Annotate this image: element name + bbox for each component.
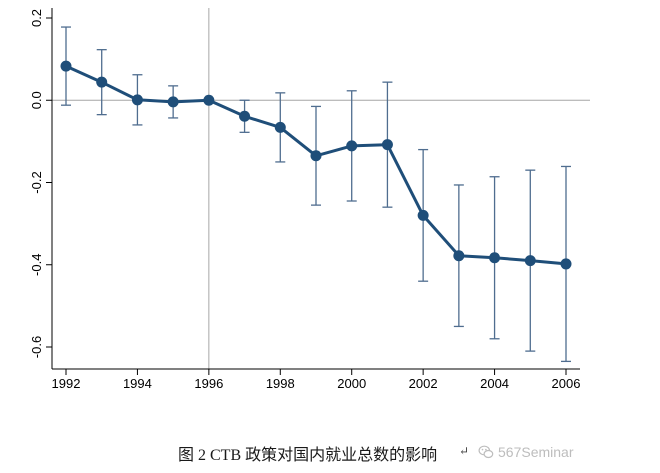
figure-caption: 图 2 CTB 政策对国内就业总数的影响 ↵ 567Seminar — [0, 441, 660, 467]
watermark: 567Seminar — [478, 442, 574, 462]
reference-lines — [52, 8, 590, 369]
return-mark: ↵ — [459, 444, 470, 458]
x-tick-label: 1992 — [52, 376, 81, 391]
y-tick-label: 0.2 — [29, 9, 44, 27]
watermark-text: 567Seminar — [498, 444, 574, 460]
data-point — [131, 94, 143, 106]
y-tick-label: 0.0 — [29, 91, 44, 109]
data-point — [346, 140, 358, 152]
caption-text: 图 2 CTB 政策对国内就业总数的影响 — [178, 447, 438, 464]
data-point — [239, 110, 251, 122]
y-tick-label: -0.6 — [29, 336, 44, 358]
x-tick-label: 1998 — [266, 376, 295, 391]
data-point — [489, 252, 501, 264]
axes: 0.2 0.0 -0.2 -0.4 -0.6 1992 1994 1996 1998 2000 20… — [29, 8, 580, 391]
data-point — [310, 150, 322, 162]
x-tick-label: 2006 — [552, 376, 581, 391]
data-point — [274, 121, 286, 133]
data-point — [453, 250, 465, 262]
data-point — [203, 94, 215, 106]
wechat-icon — [478, 445, 494, 459]
data-point — [417, 209, 429, 221]
error-bars — [61, 26, 571, 363]
x-tick-label: 2004 — [480, 376, 509, 391]
x-tick-label: 1994 — [123, 376, 152, 391]
data-point — [560, 258, 572, 270]
x-tick-label: 2002 — [409, 376, 438, 391]
x-tick-label: 2000 — [337, 376, 366, 391]
data-point — [524, 255, 536, 267]
y-tick-label: -0.2 — [29, 171, 44, 193]
data-point — [60, 60, 72, 72]
data-point — [96, 76, 108, 88]
data-point — [167, 96, 179, 108]
data-point — [381, 139, 393, 151]
data-points — [60, 60, 572, 270]
chart-area: 0.2 0.0 -0.2 -0.4 -0.6 1992 1994 1996 1998 2000 20… — [29, 8, 590, 391]
x-tick-label: 1996 — [194, 376, 223, 391]
y-tick-label: -0.4 — [29, 254, 44, 276]
